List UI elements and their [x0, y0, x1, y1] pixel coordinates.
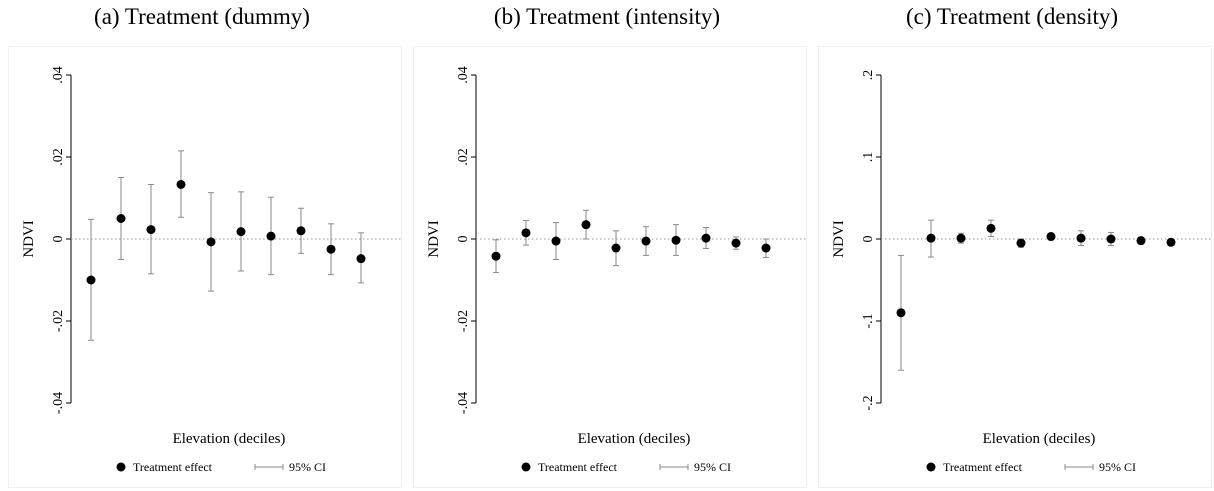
y-axis-label: NDVI	[831, 220, 847, 258]
point-estimate	[581, 220, 591, 230]
chart-c: .2 .1 0 -.1 -.2 NDVI Elevation (deciles) Treatm…	[831, 70, 1211, 474]
point-estimate	[1046, 232, 1056, 242]
panel-b: (b) Treatment (intensity) .04 .02 0 -.02 -.0…	[405, 0, 809, 491]
point-estimate	[731, 238, 741, 248]
y-tick-label: -.04	[456, 392, 471, 414]
panel-a: (a) Treatment (dummy) .04 .02 0 -.02 -.04 NDV…	[0, 0, 404, 491]
y-tick-label: 0	[456, 236, 471, 243]
legend-label-ci: 95% CI	[1099, 460, 1136, 474]
y-axis-label: NDVI	[21, 220, 37, 258]
y-axis-label: NDVI	[426, 220, 442, 258]
point-estimate	[896, 308, 906, 318]
point-estimate	[611, 243, 621, 253]
legend-label-point: Treatment effect	[133, 460, 213, 474]
y-tick-label: .2	[861, 70, 876, 81]
point-estimate	[761, 243, 771, 253]
chart-b: .04 .02 0 -.02 -.04 NDVI Elevation (deciles) Tr…	[426, 66, 806, 474]
point-estimate	[641, 236, 651, 246]
point-estimate	[266, 231, 276, 241]
y-tick-label: -.1	[861, 313, 876, 328]
chart-title: (c) Treatment (density)	[905, 4, 1119, 29]
chart-frame: .04 .02 0 -.02 -.04 NDVI Elevation (deciles) Tr…	[8, 46, 402, 488]
point-estimate	[986, 223, 996, 233]
point-estimate	[86, 275, 96, 285]
point-estimate	[176, 179, 186, 189]
x-axis-label: Elevation (deciles)	[578, 431, 691, 447]
point-estimate	[1106, 234, 1116, 244]
point-estimate	[296, 226, 306, 236]
point-estimate	[236, 227, 246, 237]
point-estimate	[701, 233, 711, 243]
y-tick-label: .02	[51, 148, 66, 166]
y-tick-label: -.04	[51, 392, 66, 414]
chart-frame: .2 .1 0 -.1 -.2 NDVI Elevation (deciles) Treatm…	[818, 46, 1212, 488]
legend-label-point: Treatment effect	[943, 460, 1023, 474]
y-tick-label: .02	[456, 148, 471, 166]
chart-a: .04 .02 0 -.02 -.04 NDVI Elevation (deciles) Tr…	[21, 66, 401, 474]
legend-label-ci: 95% CI	[694, 460, 731, 474]
point-estimate	[206, 237, 216, 247]
x-axis-label: Elevation (deciles)	[173, 431, 286, 447]
panel-c: (c) Treatment (density) .2 .1 0 -.1 -.2 NDVI E…	[810, 0, 1214, 491]
legend-marker-point	[521, 462, 531, 472]
point-estimate	[551, 236, 561, 246]
y-tick-label: .04	[456, 66, 471, 84]
point-estimate	[146, 225, 156, 235]
chart-frame: .04 .02 0 -.02 -.04 NDVI Elevation (deciles) Tr…	[413, 46, 807, 488]
x-axis-label: Elevation (deciles)	[983, 431, 1096, 447]
chart-title: (a) Treatment (dummy)	[94, 4, 310, 29]
point-estimate	[1166, 237, 1176, 247]
point-estimate	[956, 233, 966, 243]
y-tick-label: -.2	[861, 395, 876, 410]
point-estimate	[1136, 236, 1146, 246]
legend-label-point: Treatment effect	[538, 460, 618, 474]
point-estimate	[926, 233, 936, 243]
y-tick-label: 0	[861, 236, 876, 243]
point-estimate	[1016, 238, 1026, 248]
y-tick-label: -.02	[51, 310, 66, 332]
legend-marker-point	[926, 462, 936, 472]
chart-title: (b) Treatment (intensity)	[493, 4, 721, 29]
point-estimate	[116, 214, 126, 223]
legend-marker-point	[116, 462, 126, 472]
point-estimate	[326, 244, 336, 254]
y-tick-label: .04	[51, 66, 66, 84]
y-tick-label: -.02	[456, 310, 471, 332]
y-tick-label: .1	[861, 152, 876, 163]
y-tick-label: 0	[51, 236, 66, 243]
legend-label-ci: 95% CI	[289, 460, 326, 474]
point-estimate	[521, 228, 531, 238]
point-estimate	[1076, 233, 1086, 243]
point-estimate	[356, 254, 366, 264]
point-estimate	[671, 235, 681, 245]
point-estimate	[491, 251, 501, 261]
